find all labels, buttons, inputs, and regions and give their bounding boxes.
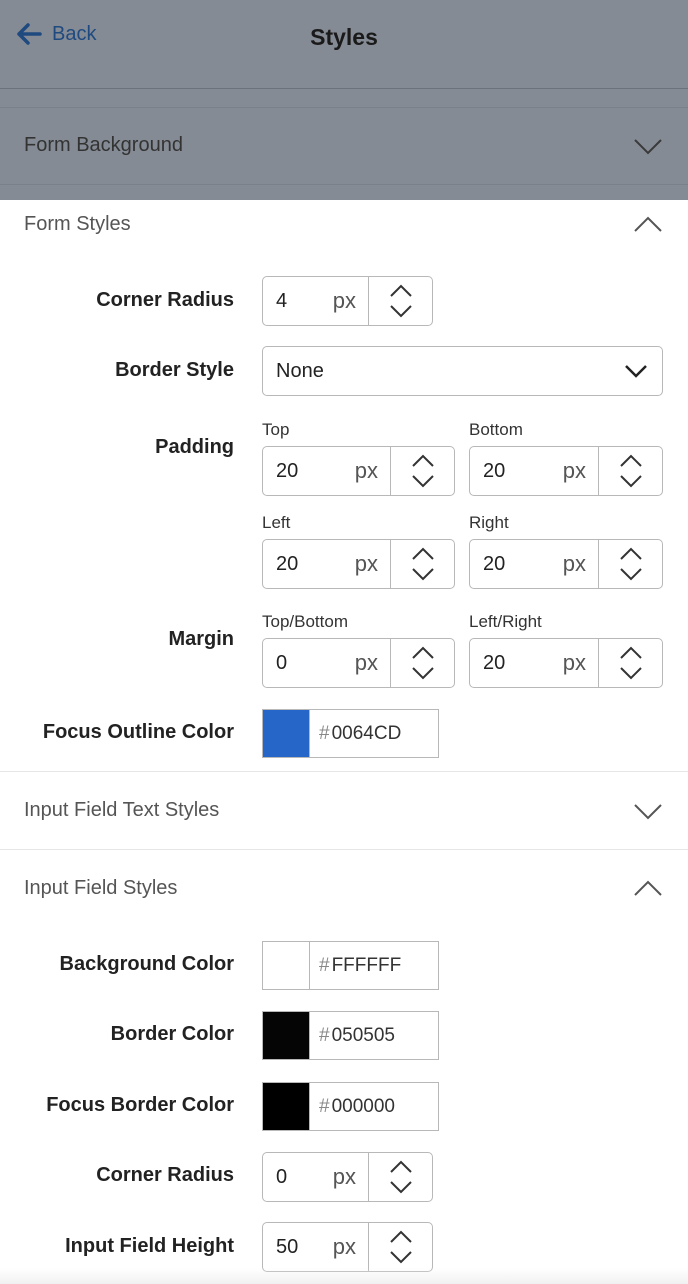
unit-label: px xyxy=(354,551,378,576)
up-down-icon[interactable] xyxy=(368,1223,432,1271)
section-form-background[interactable]: Form Background xyxy=(0,107,688,184)
divider xyxy=(0,771,688,772)
chevron-up-icon xyxy=(634,880,662,896)
unit-label: px xyxy=(332,288,356,313)
section-input-field-styles[interactable]: Input Field Styles xyxy=(0,850,688,927)
hex-input[interactable]: #000000 xyxy=(319,1096,395,1117)
divider xyxy=(0,849,688,850)
margin-left-right-value[interactable]: 20 xyxy=(483,652,506,674)
background-color-picker[interactable]: # FFFFFF xyxy=(262,941,439,990)
padding-label: Padding xyxy=(155,436,234,458)
up-down-icon[interactable] xyxy=(368,277,432,325)
hex-input[interactable]: # FFFFFF xyxy=(319,955,402,976)
input-corner-radius-value[interactable]: 0 xyxy=(276,1166,288,1188)
focus-border-color-label: Focus Border Color xyxy=(46,1094,234,1116)
padding-top-value[interactable]: 20 xyxy=(276,460,299,482)
padding-left-label: Left xyxy=(262,513,291,532)
border-style-label: Border Style xyxy=(115,359,234,381)
up-down-icon[interactable] xyxy=(598,447,662,495)
border-color-picker[interactable]: #050505 xyxy=(262,1011,439,1060)
chevron-up-icon xyxy=(634,216,662,232)
section-form-styles[interactable]: Form Styles xyxy=(0,200,688,250)
padding-right-value[interactable]: 20 xyxy=(483,553,506,575)
color-swatch[interactable] xyxy=(263,1012,310,1059)
border-style-value: None xyxy=(276,359,324,382)
arrow-left-icon xyxy=(17,23,42,45)
up-down-icon[interactable] xyxy=(368,1153,432,1201)
chevron-down-icon xyxy=(634,139,662,155)
unit-label: px xyxy=(354,650,378,675)
up-down-icon[interactable] xyxy=(390,639,454,687)
section-title: Input Field Text Styles xyxy=(24,799,220,821)
chevron-down-icon xyxy=(634,804,662,820)
input-field-height-stepper[interactable]: 50 px xyxy=(262,1222,433,1272)
padding-left-stepper[interactable]: 20 px xyxy=(262,539,455,589)
scroll-fade xyxy=(0,1268,688,1284)
unit-label: px xyxy=(562,458,586,483)
section-input-field-text-styles[interactable]: Input Field Text Styles xyxy=(0,772,688,849)
margin-left-right-label: Left/Right xyxy=(469,612,542,631)
margin-label: Margin xyxy=(168,628,234,650)
divider xyxy=(0,88,688,89)
margin-top-bottom-value[interactable]: 0 xyxy=(276,652,288,674)
focus-outline-color-label: Focus Outline Color xyxy=(42,721,234,743)
up-down-icon[interactable] xyxy=(598,540,662,588)
padding-bottom-label: Bottom xyxy=(469,420,523,439)
modal-backdrop xyxy=(0,0,688,200)
back-label: Back xyxy=(52,22,97,45)
input-field-height-label: Input Field Height xyxy=(65,1235,234,1257)
divider xyxy=(0,184,688,185)
focus-outline-color-picker[interactable]: #0064CD xyxy=(262,709,439,758)
back-button[interactable]: Back xyxy=(16,22,96,46)
padding-right-label: Right xyxy=(469,513,509,532)
unit-label: px xyxy=(332,1234,356,1259)
unit-label: px xyxy=(354,458,378,483)
color-swatch[interactable] xyxy=(263,1083,310,1130)
padding-top-label: Top xyxy=(262,420,290,439)
unit-label: px xyxy=(332,1164,356,1189)
hex-input[interactable]: #0064CD xyxy=(319,723,402,744)
color-swatch[interactable] xyxy=(263,942,310,989)
padding-top-stepper[interactable]: 20 px xyxy=(262,446,455,496)
padding-right-stepper[interactable]: 20 px xyxy=(469,539,663,589)
color-swatch[interactable] xyxy=(263,710,310,757)
chevron-down-icon xyxy=(625,365,647,378)
padding-bottom-stepper[interactable]: 20 px xyxy=(469,446,663,496)
padding-left-value[interactable]: 20 xyxy=(276,553,299,575)
section-title: Form Styles xyxy=(24,213,131,235)
up-down-icon[interactable] xyxy=(598,639,662,687)
margin-top-bottom-stepper[interactable]: 0 px xyxy=(262,638,455,688)
focus-border-color-picker[interactable]: #000000 xyxy=(262,1082,439,1131)
unit-label: px xyxy=(562,551,586,576)
up-down-icon[interactable] xyxy=(390,540,454,588)
corner-radius-stepper[interactable]: 4 px xyxy=(262,276,433,326)
input-corner-radius-stepper[interactable]: 0 px xyxy=(262,1152,433,1202)
border-color-label: Border Color xyxy=(110,1023,234,1045)
corner-radius-label: Corner Radius xyxy=(96,289,234,311)
unit-label: px xyxy=(562,650,586,675)
input-field-height-value[interactable]: 50 xyxy=(276,1236,299,1258)
section-title: Input Field Styles xyxy=(24,877,178,899)
section-title: Form Background xyxy=(24,134,183,156)
background-color-label: Background Color xyxy=(59,953,234,975)
corner-radius-value[interactable]: 4 xyxy=(276,290,288,312)
divider xyxy=(0,107,688,108)
border-style-select[interactable]: None xyxy=(262,346,663,396)
up-down-icon[interactable] xyxy=(390,447,454,495)
page-title: Styles xyxy=(310,24,378,50)
margin-top-bottom-label: Top/Bottom xyxy=(262,612,348,631)
padding-bottom-value[interactable]: 20 xyxy=(483,460,506,482)
margin-left-right-stepper[interactable]: 20 px xyxy=(469,638,663,688)
input-corner-radius-label: Corner Radius xyxy=(96,1164,234,1186)
hex-input[interactable]: #050505 xyxy=(319,1025,395,1046)
